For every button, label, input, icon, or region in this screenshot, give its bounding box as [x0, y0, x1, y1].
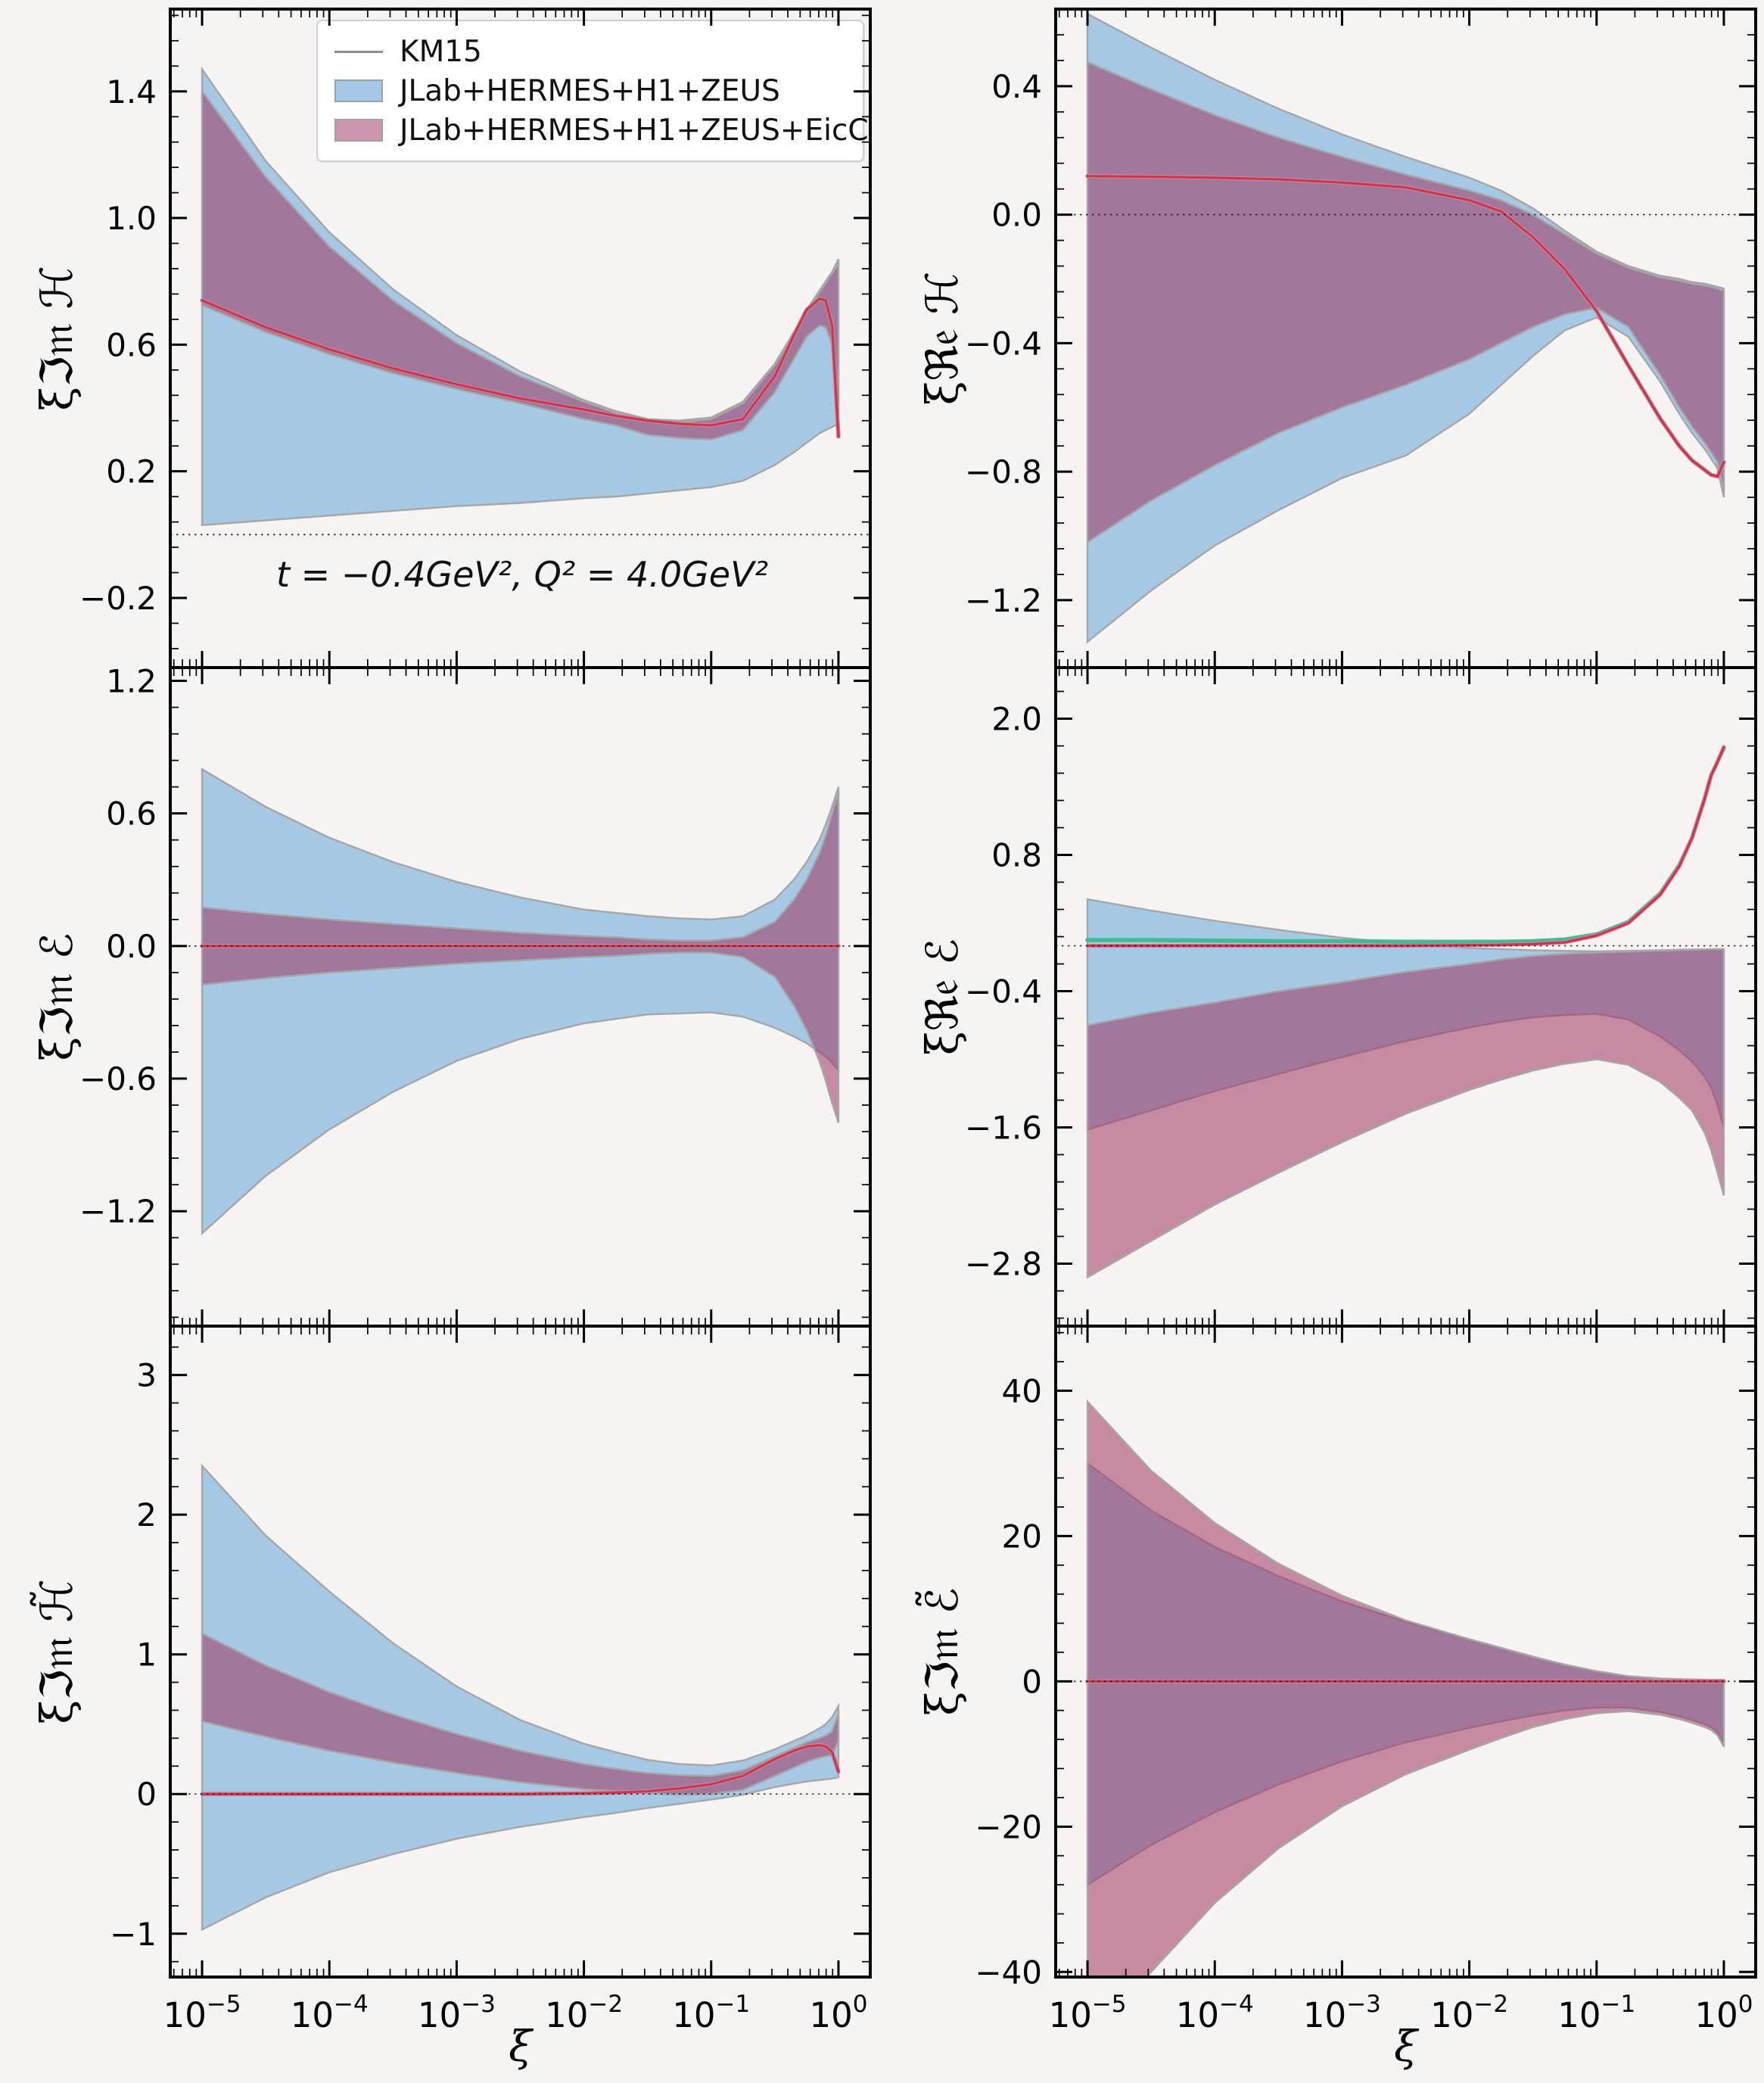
y-tick-label: 0.0 [106, 928, 157, 965]
x-axis-label-left: ξ [509, 2022, 532, 2072]
y-tick-label: −1.2 [79, 1193, 157, 1230]
x-tick-label: 10−5 [163, 1991, 241, 2035]
x-tick-label: 10−4 [1176, 1991, 1254, 2035]
x-axis-label-right: ξ [1394, 2022, 1417, 2072]
y-tick-label: 0.0 [991, 197, 1042, 234]
kinematics-annotation: t = −0.4GeV², Q² = 4.0GeV² [275, 554, 769, 595]
x-tick-label: 10−2 [1430, 1991, 1508, 2035]
y-axis-label-im-Ht: ξℑ𝔪 ℋ̃ [31, 1579, 82, 1724]
legend-item-km15: KM15 [334, 32, 846, 71]
legend: KM15 JLab+HERMES+H1+ZEUS JLab+HERMES+H1+… [316, 20, 869, 162]
panel-im-E: −1.2 −0.6 0.0 0.6 1.2 [79, 663, 872, 1328]
panel-im-Et: −40 −20 0 20 40 10−5 10−4 10−3 10−2 10−1 100 [975, 1325, 1757, 2035]
y-tick-label: −0.6 [79, 1060, 157, 1098]
y-tick-label: −40 [975, 1954, 1042, 1991]
uncertainty-band-jlab-hermes-h1-zeus [201, 1463, 840, 1932]
uncertainty-band-jlab-hermes-h1-zeus [201, 768, 840, 1236]
y-tick-label: −2.8 [965, 1246, 1042, 1283]
pink-band-sample [334, 119, 383, 142]
legend-item-jlab-hermes-h1-zeus-eicc: JLab+HERMES+H1+ZEUS+EicC [334, 111, 869, 150]
uncertainty-band-jlab-hermes-h1-zeus-eicc [1086, 61, 1725, 544]
y-axis-label-im-E: ξℑ𝔪 ℰ [31, 933, 82, 1061]
y-tick-label: 3 [136, 1357, 157, 1394]
y-tick-label: 2 [136, 1496, 157, 1533]
x-tick-label: 100 [809, 1991, 867, 2035]
y-tick-label: −20 [975, 1808, 1042, 1845]
y-tick-label: 40 [1002, 1372, 1042, 1409]
x-tick-label: 10−3 [1303, 1991, 1381, 2035]
y-axis-label-re-E: ξℜ𝔢 ℰ [916, 938, 968, 1056]
panel-re-H: −1.2 −0.8 −0.4 0.0 0.4 [965, 8, 1757, 669]
x-tick-label: 10−2 [545, 1991, 623, 2035]
eicc-central-line [201, 297, 840, 438]
x-tick-label: 100 [1694, 1991, 1753, 2035]
panel-im-H: −0.2 0.2 0.6 1.0 1.4 [79, 8, 872, 669]
panel-border [169, 1325, 872, 1979]
y-tick-label: 0 [1022, 1663, 1042, 1700]
y-tick-label: 1.2 [106, 663, 157, 700]
uncertainty-band-jlab-hermes-h1-zeus-eicc [201, 1632, 840, 1796]
panel-im-Ht: −1 0 1 2 3 10−5 10−4 10−3 10−2 10−1 100 [110, 1325, 872, 2035]
y-axis-label-re-H: ξℜ𝔢 ℋ [916, 271, 968, 406]
y-tick-label: −0.2 [79, 580, 157, 617]
y-tick-label: 0.4 [991, 68, 1042, 105]
eicc-central-line [201, 1744, 840, 1795]
x-tick-label: 10−1 [672, 1991, 750, 2035]
y-tick-label: 0.6 [106, 796, 157, 833]
y-tick-label: 0.2 [106, 453, 157, 490]
legend-label-jlab-hermes-h1-zeus: JLab+HERMES+H1+ZEUS [400, 73, 780, 108]
x-tick-label: 10−4 [291, 1991, 369, 2035]
y-tick-label: −0.4 [965, 973, 1042, 1010]
y-axis-label-im-H: ξℑ𝔪 ℋ [31, 266, 82, 411]
eicc-central-line [1086, 175, 1725, 478]
y-tick-label: 1.0 [106, 200, 157, 237]
y-axis-label-im-Et: ξℑ𝔪 ℰ̃ [916, 1587, 968, 1716]
y-tick-label: −0.8 [965, 453, 1042, 490]
y-tick-label: −1.6 [965, 1110, 1042, 1147]
y-tick-label: 1 [136, 1636, 157, 1674]
legend-label-km15: KM15 [400, 34, 482, 69]
legend-label-jlab-hermes-h1-zeus-eicc: JLab+HERMES+H1+ZEUS+EicC [400, 113, 869, 148]
panel-re-E: −2.8 −1.6 −0.4 0.8 2.0 [965, 666, 1757, 1328]
km15-line-sample [334, 50, 383, 53]
y-tick-label: −0.4 [965, 325, 1042, 362]
x-tick-label: 10−1 [1557, 1991, 1635, 2035]
uncertainty-band-jlab-hermes-h1-zeus-eicc [201, 791, 840, 1123]
x-tick-label: 10−5 [1049, 1991, 1127, 2035]
panel-border [1054, 1325, 1757, 1979]
x-tick-label: 10−3 [418, 1991, 496, 2035]
uncertainty-band-jlab-hermes-h1-zeus-eicc [1086, 1399, 1725, 1977]
y-tick-label: 0.8 [991, 837, 1042, 874]
y-tick-label: 0 [136, 1776, 157, 1813]
eicc-central-line [1086, 746, 1725, 948]
legend-item-jlab-hermes-h1-zeus: JLab+HERMES+H1+ZEUS [334, 71, 846, 111]
green-central-line [1085, 746, 1726, 944]
y-tick-label: 0.6 [106, 326, 157, 363]
y-tick-label: 1.4 [106, 73, 157, 111]
y-tick-label: −1 [110, 1916, 157, 1953]
y-tick-label: 2.0 [991, 701, 1042, 738]
y-tick-label: −1.2 [965, 582, 1042, 619]
y-tick-label: 20 [1002, 1518, 1042, 1555]
blue-band-sample [334, 79, 383, 102]
uncertainty-band-jlab-hermes-h1-zeus-eicc [1086, 948, 1725, 1279]
